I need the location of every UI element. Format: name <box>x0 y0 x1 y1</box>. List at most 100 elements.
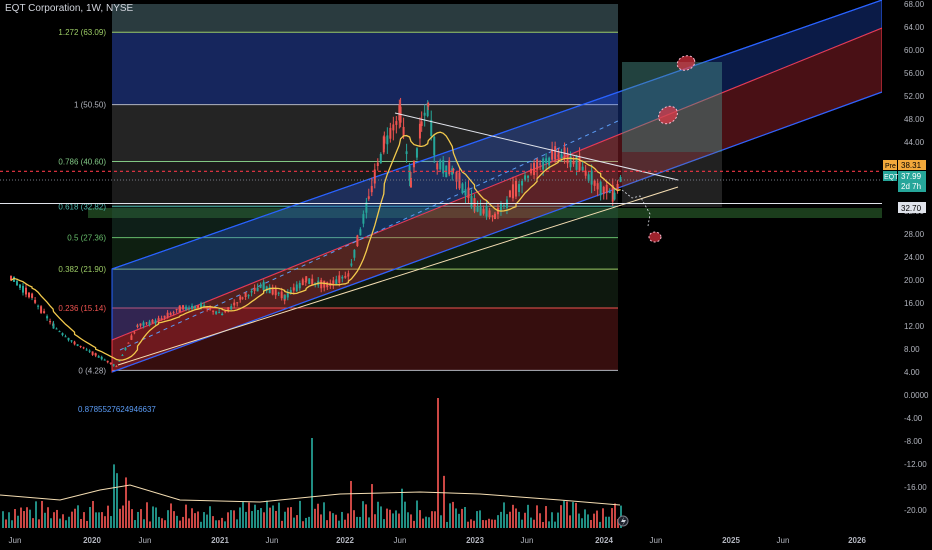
volume-tick: -4.00 <box>904 414 923 423</box>
price-tick: 52.00 <box>904 92 925 101</box>
volume-bar <box>602 508 604 528</box>
candle-body <box>409 178 412 188</box>
candle-body <box>191 305 194 309</box>
candle-body <box>455 171 458 182</box>
candle-body <box>169 313 172 316</box>
candle-body <box>551 149 554 160</box>
pre-badge-value: 38.31 <box>901 161 922 170</box>
volume-bar <box>584 509 586 528</box>
candle-body <box>613 192 616 200</box>
candle-body <box>488 210 491 218</box>
candle-body <box>100 356 103 360</box>
volume-bar <box>326 520 328 528</box>
volume-bar <box>437 398 439 528</box>
candle-body <box>412 160 415 168</box>
volume-bar <box>386 508 388 528</box>
candle-body <box>448 160 451 175</box>
volume-bar <box>509 511 511 528</box>
volume-bar <box>29 509 31 528</box>
volume-bar <box>14 509 16 528</box>
volume-tick: -8.00 <box>904 437 923 446</box>
volume-bar <box>200 521 202 528</box>
volume-bar <box>17 515 19 528</box>
resistance-trendline <box>394 112 679 181</box>
fib-retracement[interactable]: 1.272 (63.09) 1 (50.50) 0.786 (40.60) 0.618… <box>58 4 618 414</box>
volume-bar <box>527 504 529 528</box>
candle-body <box>499 203 502 211</box>
candle-body <box>596 183 599 190</box>
candle-body <box>112 364 115 366</box>
volume-bar <box>8 512 10 528</box>
fib-band <box>112 104 618 162</box>
volume-bar <box>194 513 196 528</box>
volume-bar <box>143 519 145 528</box>
candle-body <box>362 214 365 224</box>
volume-bar <box>455 508 457 528</box>
price-tick: 24.00 <box>904 253 925 262</box>
candle-body <box>341 276 344 279</box>
candle-body <box>392 124 395 131</box>
volume-bar <box>557 512 559 528</box>
time-axis[interactable]: Jun 2020 Jun 2021 Jun 2022 Jun 2023 Jun 2024 Jun 20… <box>9 536 867 545</box>
candle-body <box>262 282 265 289</box>
volume-bar <box>497 515 499 528</box>
volume-bar <box>554 521 556 528</box>
candle-body <box>160 318 163 320</box>
volume-bar <box>98 512 100 528</box>
time-tick: Jun <box>9 536 22 545</box>
volume-bar <box>152 506 154 528</box>
candle-body <box>76 344 79 346</box>
volume-bar <box>305 517 307 528</box>
volume-bar <box>449 503 451 528</box>
candle-body <box>418 123 421 139</box>
price-axis[interactable]: 68.0064.0060.0056.0052.0048.0044.0040.00… <box>882 0 932 550</box>
eqt-badge-countdown: 2d 7h <box>901 182 921 191</box>
candle-body <box>557 151 560 158</box>
volume-bar <box>236 519 238 528</box>
candle-body <box>85 349 88 351</box>
volume-bar <box>404 501 406 528</box>
volume-bar <box>266 500 268 528</box>
volume-bar <box>347 513 349 528</box>
volume-bar <box>119 508 121 528</box>
candle-body <box>608 191 611 194</box>
volume-bar <box>383 519 385 528</box>
volume-bar <box>545 506 547 528</box>
volume-bar <box>179 520 181 528</box>
annotations[interactable] <box>0 53 882 527</box>
volume-bar <box>188 518 190 528</box>
volume-bar <box>323 502 325 528</box>
candle-body <box>148 321 151 326</box>
candle-body <box>320 279 323 289</box>
volume-bar <box>164 520 166 528</box>
volume-bar <box>83 512 85 528</box>
volume-tick: -12.00 <box>904 460 927 469</box>
volume-bar <box>467 521 469 528</box>
candle-body <box>289 290 292 294</box>
candle-body <box>188 308 191 310</box>
candle-body <box>55 328 58 330</box>
volume-bar <box>212 516 214 528</box>
candle-body <box>221 313 224 315</box>
volume-bar <box>506 514 508 528</box>
volume-bar <box>248 502 250 528</box>
time-tick: Jun <box>266 536 279 545</box>
volume-bar <box>464 507 466 528</box>
candle-body <box>382 136 385 153</box>
volume-bar <box>233 510 235 528</box>
volume-bar <box>614 503 616 528</box>
volume-bar <box>335 514 337 528</box>
volume-bar <box>368 517 370 528</box>
volume-bar <box>50 518 52 528</box>
volume-bar <box>53 512 55 528</box>
candle-body <box>353 249 356 258</box>
candle-body <box>91 351 94 355</box>
volume-bar <box>41 500 43 528</box>
lightning-glyph <box>621 517 626 526</box>
volume-bar <box>533 519 535 528</box>
volume-bar <box>35 501 37 528</box>
price-tick: 16.00 <box>904 299 925 308</box>
price-axis-bg <box>882 0 932 550</box>
time-tick: Jun <box>139 536 152 545</box>
